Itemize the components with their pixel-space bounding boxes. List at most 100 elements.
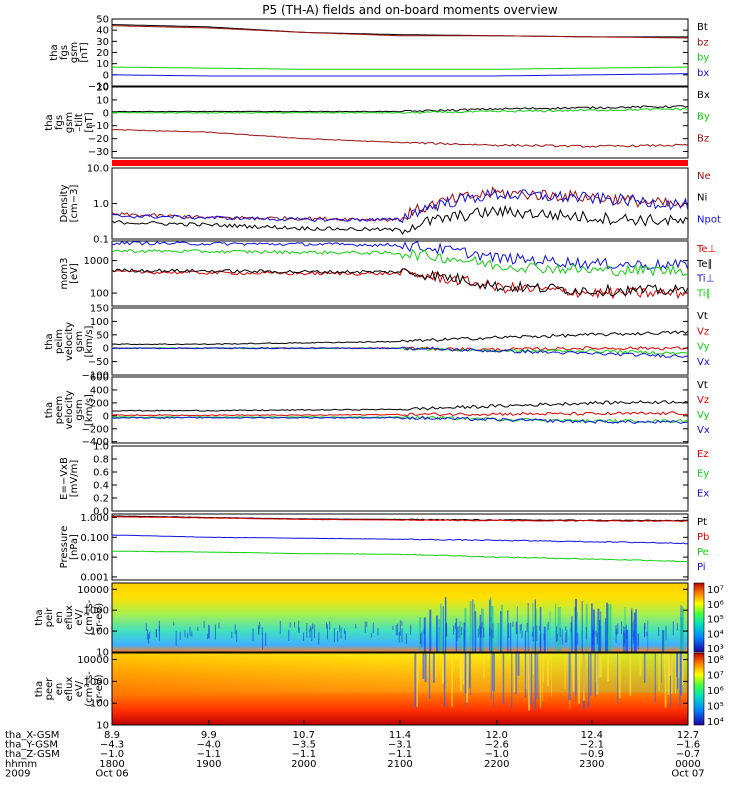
electron-heatmap-overlay xyxy=(112,653,688,693)
y-axis-label: [mV/m] xyxy=(69,460,80,498)
spectrogram-streak xyxy=(681,606,684,652)
spectrogram-speckle xyxy=(508,623,510,638)
spectrogram-speckle xyxy=(483,627,485,638)
ephemeris-value: 12.4 xyxy=(581,730,603,741)
spectrogram-streak xyxy=(577,612,578,652)
legend-entry: Te⊥ xyxy=(696,244,716,255)
spectrogram-speckle xyxy=(218,622,220,629)
spectrogram-speckle xyxy=(631,622,633,637)
y-axis-label: [eV] xyxy=(69,263,80,284)
spectrogram-speckle xyxy=(585,627,587,640)
panel-electron-spectrogram: 10⁸ 10⁷ 10⁶ 10⁵ 10⁴ 10000 1000 100 10 tha peer en ef… xyxy=(34,652,724,732)
spectrogram-streak xyxy=(662,630,664,652)
spectrogram-speckle xyxy=(526,622,528,632)
spectrogram-speckle xyxy=(337,631,339,642)
spectrogram-speckle xyxy=(343,628,345,634)
ephemeris-value: 8.9 xyxy=(104,730,120,741)
y-tick-label: 100 xyxy=(90,289,109,300)
spectrogram-speckle xyxy=(372,622,374,634)
spectrogram-speckle xyxy=(298,620,300,633)
spectrogram-speckle xyxy=(515,622,517,635)
y-tick-label: 10.0 xyxy=(87,164,109,175)
spectrogram-speckle xyxy=(173,621,175,626)
spectrogram-speckle xyxy=(303,632,305,641)
spectrogram-speckle xyxy=(197,626,199,632)
spectrogram-streak xyxy=(643,653,646,683)
y-tick-label: 100 xyxy=(90,627,109,638)
spectrogram-streak xyxy=(568,653,571,701)
spectrogram-streak xyxy=(679,653,682,696)
spectrogram-streak xyxy=(542,653,543,701)
spectrogram-speckle xyxy=(463,630,465,640)
spectrogram-streak xyxy=(440,603,442,652)
ephemeris-value: −0.9 xyxy=(580,749,604,760)
y-tick-label: −10 xyxy=(88,121,109,132)
y-axis-label: gsm xyxy=(64,112,75,133)
spectrogram-speckle xyxy=(312,623,314,629)
y-tick-label: 100 xyxy=(90,317,109,328)
ephemeris-value: 2100 xyxy=(387,759,412,770)
y-tick-label: 0 xyxy=(103,411,109,422)
spectrogram-speckle xyxy=(512,621,514,627)
y-tick-label: 10 xyxy=(96,95,109,106)
ephemeris-value: −0.7 xyxy=(676,749,700,760)
spectrogram-streak xyxy=(442,653,445,683)
spectrogram-streak xyxy=(491,629,493,652)
ephemeris-row-label: tha_X-GSM xyxy=(5,730,59,741)
ion-spectrogram-heatmap xyxy=(112,583,688,652)
ephemeris-value: 12.0 xyxy=(486,730,508,741)
spectrogram-streak xyxy=(594,653,596,697)
fgs-zoom-frame xyxy=(111,86,689,159)
spectrogram-streak xyxy=(543,626,546,652)
series-line-temperature xyxy=(112,240,689,271)
series-line-fgs-zoom xyxy=(112,105,689,113)
spectrogram-streak xyxy=(599,653,602,678)
spectrogram-streak xyxy=(546,653,549,687)
electron-velocity-frame xyxy=(111,376,689,444)
spectrogram-streak xyxy=(414,653,417,708)
legend-entry: Pb xyxy=(697,532,709,543)
spectrogram-streak xyxy=(583,653,585,701)
y-axis-label: fgs xyxy=(54,115,65,130)
spectrogram-speckle xyxy=(340,627,342,639)
spectrogram-streak xyxy=(557,607,560,652)
spectrogram-streak xyxy=(490,653,492,700)
y-tick-label: 0.8 xyxy=(93,455,109,466)
y-tick-label: −100 xyxy=(82,371,109,382)
ephemeris-value: 2300 xyxy=(579,759,604,770)
spectrogram-speckle xyxy=(539,625,541,631)
spectrogram-streak xyxy=(669,653,671,676)
legend-entry: Vx xyxy=(697,425,710,436)
y-axis-label: Density xyxy=(59,184,70,222)
spectrogram-speckle xyxy=(621,621,622,635)
y-axis-label: eV/ xyxy=(74,680,85,697)
spectrogram-speckle xyxy=(456,626,458,641)
spectrogram-streak xyxy=(581,600,583,652)
spectrogram-streak xyxy=(595,653,597,682)
spectrogram-speckle xyxy=(623,631,625,647)
spectrogram-speckle xyxy=(401,621,403,626)
legend-entry: Te∥ xyxy=(696,259,713,270)
pressure-frame xyxy=(111,513,689,581)
panel-efield: 1.0 0.8 0.6 0.4 0.2 0.0 E=−VxB [mV/m] Ez Ey Ex xyxy=(59,442,709,518)
y-axis-label: velocity xyxy=(64,390,75,429)
spectrogram-streak xyxy=(527,603,529,652)
spectrogram-speckle xyxy=(570,622,572,633)
spectrogram-speckle xyxy=(477,628,479,638)
spectrogram-streak xyxy=(539,607,542,652)
spectrogram-speckle xyxy=(481,622,483,629)
panel-temperature: 1000 100 mom3 [eV] Te⊥ Te∥ Ti⊥ Ti∥ xyxy=(59,240,716,307)
y-tick-label: 400 xyxy=(90,385,109,396)
y-tick-label: 10 xyxy=(96,59,109,70)
spectrogram-streak xyxy=(626,629,629,652)
spectrogram-speckle xyxy=(658,627,660,636)
y-tick-label: 40 xyxy=(96,26,109,37)
spectrogram-streak xyxy=(474,603,475,652)
spectrogram-speckle xyxy=(489,627,491,637)
spectrogram-speckle xyxy=(596,632,598,645)
legend-entry: Pt xyxy=(697,517,707,528)
spectrogram-speckle xyxy=(187,632,189,639)
